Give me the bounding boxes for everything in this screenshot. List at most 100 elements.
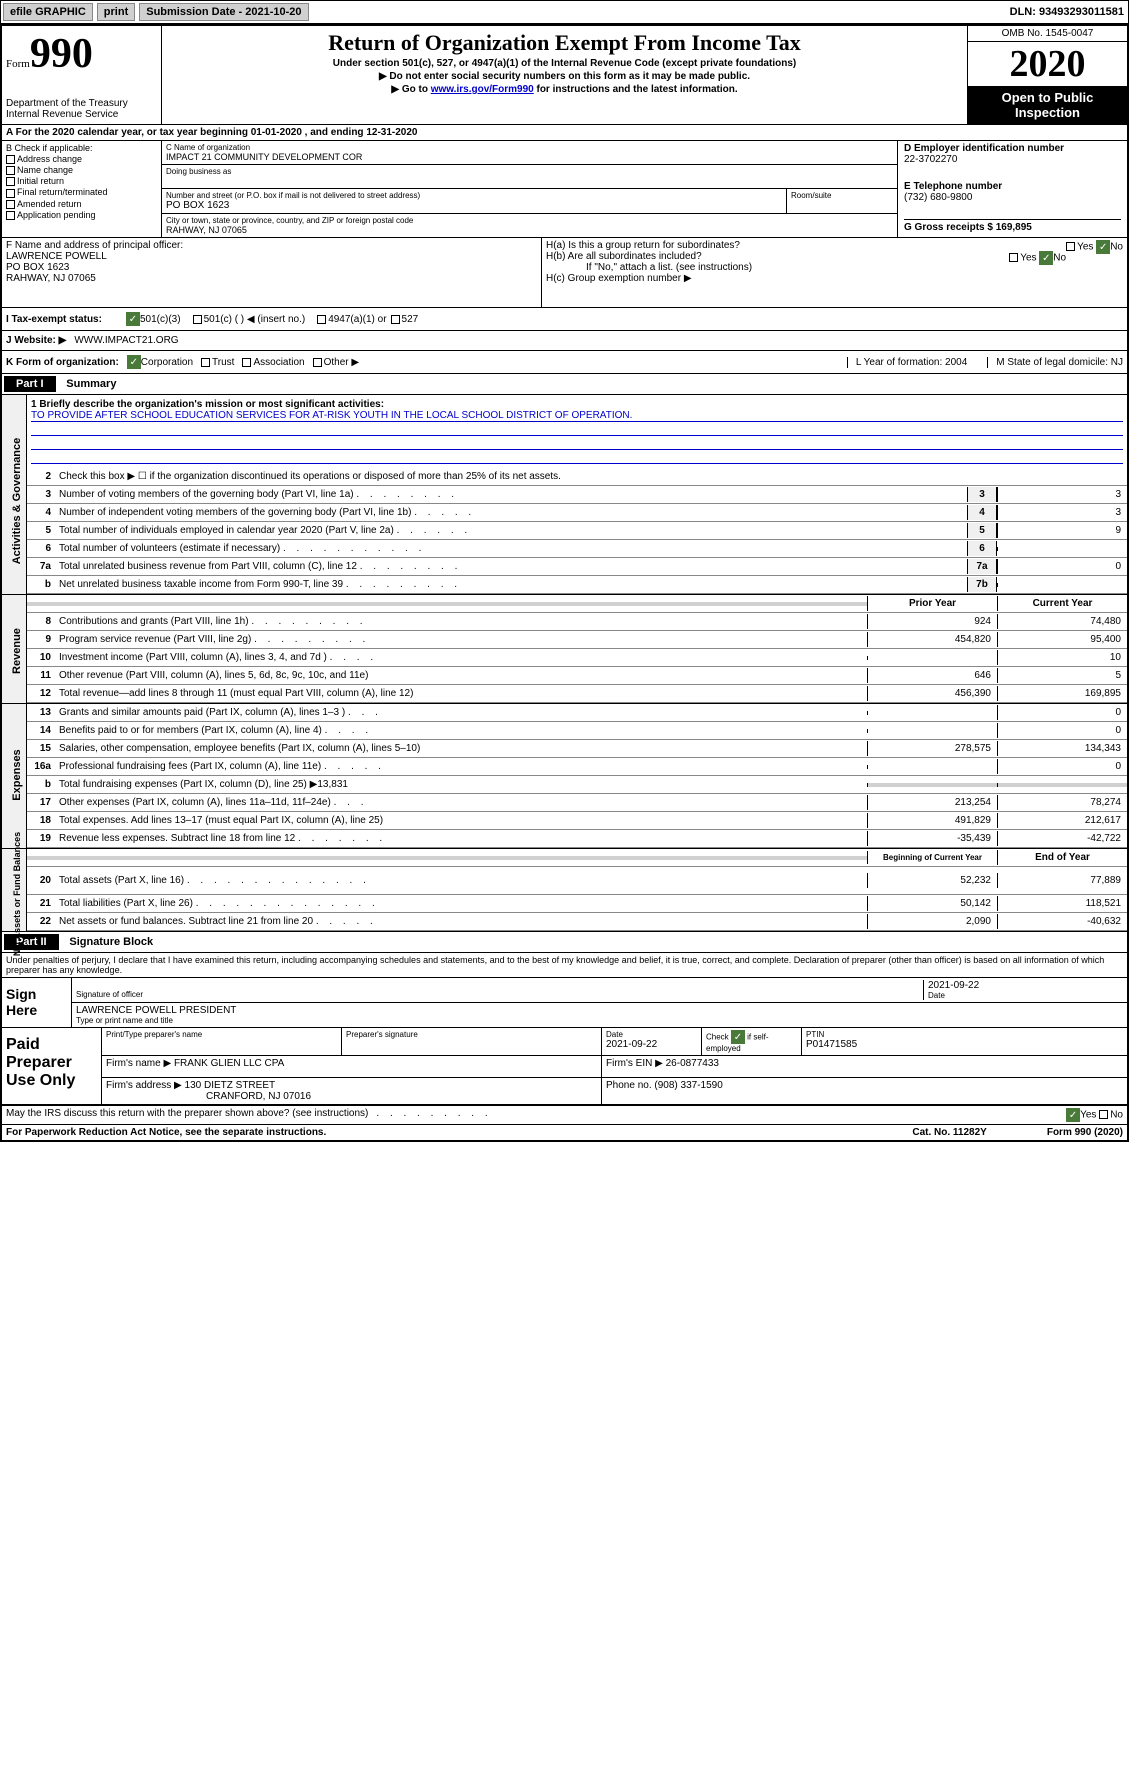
officer-name: LAWRENCE POWELL [6,251,537,262]
ha-yes[interactable] [1066,242,1075,251]
l8-py: 924 [867,614,997,629]
tax-status-label: I Tax-exempt status: [6,314,126,325]
ptin-value: P01471585 [806,1039,1123,1050]
hb-no[interactable]: ✓ [1039,251,1053,265]
l12-py: 456,390 [867,686,997,701]
ptin-label: PTIN [806,1030,1123,1039]
chk-527[interactable] [391,315,400,324]
l11-py: 646 [867,668,997,683]
row-a: A For the 2020 calendar year, or tax yea… [2,125,1127,141]
phone-label: E Telephone number [904,181,1121,192]
firm-ein: 26-0877433 [666,1058,719,1069]
subtitle-3-post: for instructions and the latest informat… [534,84,738,95]
h-b: H(b) Are all subordinates included? [546,251,702,262]
paperwork-notice: For Paperwork Reduction Act Notice, see … [6,1127,326,1138]
officer-addr2: RAHWAY, NJ 07065 [6,273,537,284]
prep-phone: (908) 337-1590 [654,1080,722,1091]
chk-4947[interactable] [317,315,326,324]
ein-value: 22-3702270 [904,154,1121,165]
l14-cy: 0 [997,723,1127,738]
l19-cy: -42,722 [997,831,1127,846]
l20-py: 52,232 [867,873,997,888]
sig-officer-label: Signature of officer [76,990,923,999]
l21-py: 50,142 [867,896,997,911]
phone-value: (732) 680-9800 [904,192,1121,203]
chk-initial-return[interactable] [6,177,15,186]
hb-yes[interactable] [1009,253,1018,262]
l17-cy: 78,274 [997,795,1127,810]
chk-corp[interactable]: ✓ [127,355,141,369]
chk-final-return[interactable] [6,189,15,198]
form-number: 990 [30,31,93,77]
chk-name-change[interactable] [6,166,15,175]
irs-link[interactable]: www.irs.gov/Form990 [431,84,534,95]
subtitle-1: Under section 501(c), 527, or 4947(a)(1)… [166,58,963,69]
chk-self-employed[interactable]: ✓ [731,1030,745,1044]
website-value: WWW.IMPACT21.ORG [74,335,178,346]
chk-other[interactable] [313,358,322,367]
l16a-py [867,765,997,769]
chk-pending[interactable] [6,211,15,220]
l13-py [867,711,997,715]
l21-cy: 118,521 [997,896,1127,911]
l15-cy: 134,343 [997,741,1127,756]
h-a: H(a) Is this a group return for subordin… [546,240,740,251]
l17-py: 213,254 [867,795,997,810]
officer-addr1: PO BOX 1623 [6,262,537,273]
chk-assoc[interactable] [242,358,251,367]
year-formation: L Year of formation: 2004 [847,357,967,368]
l11-cy: 5 [997,668,1127,683]
line2: Check this box ▶ ☐ if the organization d… [55,469,1127,484]
form-ref: Form 990 (2020) [1047,1127,1123,1138]
gross-receipts: G Gross receipts $ 169,895 [904,219,1121,233]
chk-501c[interactable] [193,315,202,324]
l6-val [997,547,1127,551]
l5-val: 9 [997,523,1127,538]
paid-preparer-label: Paid Preparer Use Only [2,1028,102,1104]
chk-501c3[interactable]: ✓ [126,312,140,326]
officer-label: F Name and address of principal officer: [6,240,537,251]
print-button[interactable]: print [97,3,135,21]
l19-py: -35,439 [867,831,997,846]
city-label: City or town, state or province, country… [166,216,893,225]
l22-py: 2,090 [867,914,997,929]
l10-py [867,656,997,660]
l15-py: 278,575 [867,741,997,756]
hdr-current: Current Year [997,596,1127,611]
tax-year: 2020 [968,42,1127,86]
firm-addr2: CRANFORD, NJ 07016 [206,1091,311,1102]
l7a-val: 0 [997,559,1127,574]
discuss-yes[interactable]: ✓ [1066,1108,1080,1122]
org-address: PO BOX 1623 [166,200,782,211]
omb-number: OMB No. 1545-0047 [968,26,1127,42]
chk-address-change[interactable] [6,155,15,164]
form-label: Form [6,58,30,70]
part2-title: Signature Block [69,936,153,948]
room-label: Room/suite [787,189,897,213]
l18-py: 491,829 [867,813,997,828]
discuss-no[interactable] [1099,1110,1108,1119]
org-city: RAHWAY, NJ 07065 [166,225,893,235]
dba-label: Doing business as [166,167,893,176]
officer-print-name: LAWRENCE POWELL PRESIDENT [76,1005,1123,1016]
l9-cy: 95,400 [997,632,1127,647]
efile-label: efile GRAPHIC [3,3,93,21]
org-name: IMPACT 21 COMMUNITY DEVELOPMENT COR [166,152,893,162]
firm-name-label: Firm's name ▶ [106,1058,171,1069]
firm-name: FRANK GLIEN LLC CPA [174,1058,284,1069]
department-label: Department of the Treasury Internal Reve… [6,98,157,120]
chk-trust[interactable] [201,358,210,367]
gov-label: Activities & Governance [11,436,23,566]
prep-phone-label: Phone no. [606,1080,652,1091]
l22-cy: -40,632 [997,914,1127,929]
prep-sig-hdr: Preparer's signature [342,1028,602,1055]
name-label: C Name of organization [166,143,893,152]
subtitle-3-pre: ▶ Go to [391,84,430,95]
ha-no[interactable]: ✓ [1096,240,1110,254]
l8-cy: 74,480 [997,614,1127,629]
chk-amended[interactable] [6,200,15,209]
part1-title: Summary [66,378,116,390]
firm-ein-label: Firm's EIN ▶ [606,1058,663,1069]
submission-date: Submission Date - 2021-10-20 [139,3,308,21]
l13-cy: 0 [997,705,1127,720]
